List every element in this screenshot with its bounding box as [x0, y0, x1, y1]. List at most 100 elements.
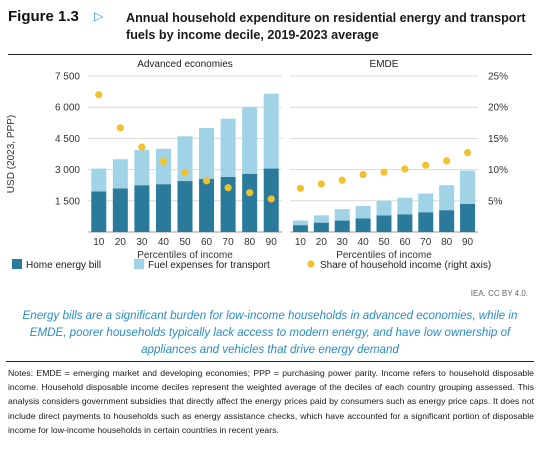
bar-transport-fuel	[376, 200, 392, 216]
legend-swatch-home	[12, 259, 22, 269]
x-tick-label: 70	[223, 237, 235, 248]
legend-label-transport: Fuel expenses for transport	[148, 260, 270, 271]
bar-transport-fuel	[263, 93, 279, 169]
share-income-point	[181, 169, 189, 177]
x-tick-label: 10	[93, 237, 105, 248]
bar-home-energy	[112, 188, 128, 232]
figure-arrow-icon: ▷	[94, 9, 104, 23]
panel-title: Advanced economies	[137, 59, 233, 70]
bar-transport-fuel	[177, 136, 193, 182]
bar-transport-fuel	[199, 128, 215, 179]
bar-transport-fuel	[220, 118, 236, 177]
bar-home-energy	[397, 214, 413, 232]
notes-text: Notes: EMDE = emerging market and develo…	[8, 368, 534, 435]
header-divider	[8, 54, 532, 55]
y2-tick-label: 10%	[488, 165, 508, 176]
credit: IEA. CC BY 4.0.	[470, 289, 528, 298]
figure-header: Figure 1.3 ▷ Annual household expenditur…	[8, 8, 532, 55]
x-axis-label: Percentiles of income	[137, 250, 233, 261]
legend-swatch-share	[307, 260, 315, 268]
x-tick-label: 90	[462, 237, 474, 248]
x-tick-label: 30	[337, 237, 349, 248]
y-tick-label: 7 500	[55, 72, 80, 83]
bar-home-energy	[177, 181, 193, 232]
bar-home-energy	[334, 220, 350, 232]
share-income-point	[116, 124, 124, 132]
x-tick-label: 40	[358, 237, 370, 248]
bar-home-energy	[91, 191, 107, 232]
x-tick-label: 20	[115, 237, 127, 248]
bar-transport-fuel	[91, 168, 107, 192]
panel-title: EMDE	[370, 59, 399, 70]
x-tick-label: 30	[136, 237, 148, 248]
share-income-point	[202, 177, 211, 185]
bar-home-energy	[355, 218, 371, 232]
bar-home-energy	[313, 222, 329, 232]
bar-transport-fuel	[292, 220, 308, 226]
share-income-point	[401, 165, 409, 173]
figure-title: Annual household expenditure on resident…	[126, 11, 526, 42]
x-tick-label: 40	[158, 237, 170, 248]
bar-transport-fuel	[460, 170, 476, 204]
share-income-point	[463, 149, 472, 157]
share-income-point	[296, 184, 305, 192]
y-tick-label: 3 000	[55, 165, 80, 176]
share-income-point	[267, 195, 275, 203]
share-income-point	[422, 161, 430, 169]
x-tick-label: 50	[179, 237, 191, 248]
legend-label-share: Share of household income (right axis)	[320, 260, 491, 271]
legend-label-home: Home energy bill	[26, 260, 101, 271]
x-tick-label: 70	[420, 237, 432, 248]
x-tick-label: 20	[316, 237, 328, 248]
x-tick-label: 50	[378, 237, 390, 248]
bar-transport-fuel	[242, 107, 258, 174]
bar-home-energy	[134, 185, 150, 232]
bar-transport-fuel	[134, 149, 150, 186]
figure-label: Figure 1.3	[8, 8, 79, 25]
y2-tick-label: 20%	[488, 103, 508, 114]
x-tick-label: 80	[441, 237, 453, 248]
bar-home-energy	[376, 215, 392, 232]
bar-transport-fuel	[397, 197, 413, 215]
bar-transport-fuel	[155, 148, 171, 185]
share-income-point	[138, 143, 146, 151]
bar-home-energy	[220, 176, 236, 232]
notes-divider	[6, 361, 534, 362]
bar-home-energy	[292, 225, 308, 232]
x-tick-label: 60	[201, 237, 213, 248]
x-tick-label: 10	[295, 237, 307, 248]
bar-home-energy	[155, 184, 171, 232]
share-income-point	[95, 91, 103, 99]
share-income-point	[380, 168, 388, 176]
y2-tick-label: 25%	[488, 72, 508, 83]
x-tick-label: 60	[399, 237, 411, 248]
y-tick-label: 6 000	[55, 103, 80, 114]
y-axis-title: USD (2023, PPP)	[6, 115, 17, 193]
bar-transport-fuel	[418, 193, 434, 213]
y-tick-label: 4 500	[55, 134, 80, 145]
bar-transport-fuel	[355, 206, 371, 219]
bar-transport-fuel	[112, 159, 128, 189]
bar-home-energy	[460, 203, 476, 232]
bar-home-energy	[199, 178, 215, 232]
share-income-point	[317, 180, 325, 188]
share-income-point	[359, 170, 367, 179]
share-income-point	[224, 184, 232, 192]
x-axis-label: Percentiles of income	[336, 250, 432, 261]
legend-swatch-transport	[134, 259, 144, 269]
share-income-point	[443, 157, 451, 165]
share-income-point	[159, 157, 168, 166]
bar-home-energy	[439, 210, 455, 232]
share-income-point	[246, 189, 254, 197]
bar-transport-fuel	[439, 185, 455, 211]
y2-tick-label: 5%	[488, 196, 503, 207]
x-tick-label: 80	[244, 237, 256, 248]
bar-transport-fuel	[313, 215, 329, 223]
y2-tick-label: 15%	[488, 134, 508, 145]
y-tick-label: 1 500	[55, 196, 80, 207]
bar-home-energy	[418, 212, 434, 232]
x-tick-label: 90	[266, 237, 278, 248]
bar-home-energy	[242, 173, 258, 232]
chart: USD (2023, PPP) 1 500 3 000 4 500 6 000 7 500…	[6, 59, 508, 271]
share-income-point	[338, 176, 346, 184]
